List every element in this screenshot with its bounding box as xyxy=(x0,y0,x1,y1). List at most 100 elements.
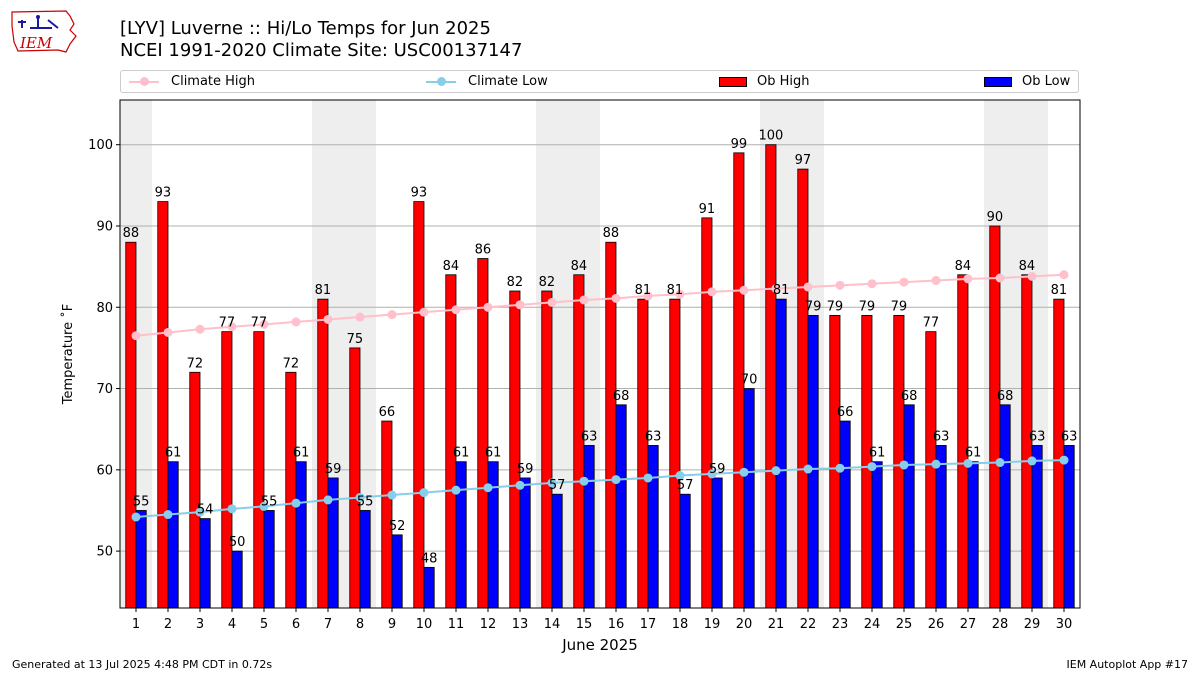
ob-low-bar xyxy=(519,477,531,609)
ob-high-value-label: 66 xyxy=(379,405,396,420)
ob-high-bar xyxy=(381,420,393,609)
ob-low-bar xyxy=(551,493,563,609)
climate-low-point xyxy=(611,475,621,485)
ob-high-value-label: 72 xyxy=(187,356,204,371)
ob-low-value-label: 61 xyxy=(485,446,502,461)
ob-high-bar xyxy=(285,371,297,609)
ob-high-value-label: 84 xyxy=(443,259,460,274)
ob-low-bar xyxy=(135,510,147,609)
ob-low-value-label: 61 xyxy=(453,446,470,461)
climate-high-point xyxy=(739,285,749,295)
ob-low-value-label: 79 xyxy=(805,299,822,314)
ob-low-value-label: 63 xyxy=(933,429,950,444)
ob-low-value-label: 61 xyxy=(293,446,310,461)
y-tick-label: 90 xyxy=(96,219,113,234)
climate-low-point xyxy=(323,495,333,505)
climate-low-point xyxy=(1059,455,1069,465)
climate-high-point xyxy=(931,275,941,285)
ob-low-value-label: 63 xyxy=(645,429,662,444)
ob-low-bar xyxy=(583,445,595,609)
ob-low-value-label: 68 xyxy=(997,389,1014,404)
ob-high-value-label: 79 xyxy=(827,299,844,314)
ob-low-bar xyxy=(1063,445,1075,609)
ob-low-bar xyxy=(455,461,467,609)
ob-low-bar xyxy=(359,510,371,609)
ob-low-bar xyxy=(839,420,851,609)
climate-low-point xyxy=(739,467,749,477)
climate-low-point xyxy=(387,490,397,500)
climate-low-line xyxy=(135,459,1065,518)
climate-high-point xyxy=(291,317,301,327)
ob-low-bar xyxy=(775,298,787,609)
climate-high-point xyxy=(163,327,173,337)
x-tick-label: 15 xyxy=(576,617,593,632)
ob-high-value-label: 81 xyxy=(315,283,332,298)
ob-high-value-label: 84 xyxy=(1019,259,1036,274)
climate-high-point xyxy=(835,280,845,290)
x-tick-label: 12 xyxy=(480,617,497,632)
ob-high-value-label: 86 xyxy=(475,242,492,257)
ob-low-value-label: 61 xyxy=(869,446,886,461)
x-tick-label: 17 xyxy=(640,617,657,632)
ob-high-swatch xyxy=(719,76,747,87)
ob-high-value-label: 81 xyxy=(1051,283,1068,298)
climate-low-point xyxy=(547,478,557,488)
ob-low-bar xyxy=(1031,445,1043,609)
ob-low-bar xyxy=(743,388,755,609)
ob-low-value-label: 63 xyxy=(1061,429,1078,444)
x-tick-label: 9 xyxy=(388,617,396,632)
legend-label-ob-low: Ob Low xyxy=(1022,74,1071,89)
climate-low-point xyxy=(899,460,909,470)
x-tick-label: 27 xyxy=(960,617,977,632)
ob-low-value-label: 50 xyxy=(229,535,246,550)
ob-high-value-label: 99 xyxy=(731,137,748,152)
x-tick-label: 4 xyxy=(228,617,236,632)
climate-high-point xyxy=(611,293,621,303)
climate-low-point xyxy=(227,504,237,514)
ob-high-bar xyxy=(125,241,137,609)
ob-high-bar xyxy=(957,274,969,609)
logo-text: IEM xyxy=(19,34,53,52)
ob-low-value-label: 66 xyxy=(837,405,854,420)
ob-low-value-label: 68 xyxy=(901,389,918,404)
x-tick-label: 2 xyxy=(164,617,172,632)
ob-low-value-label: 52 xyxy=(389,519,406,534)
y-tick-label: 100 xyxy=(88,138,113,153)
ob-low-value-label: 57 xyxy=(677,478,694,493)
ob-low-value-label: 59 xyxy=(517,462,534,477)
ob-high-value-label: 90 xyxy=(987,210,1004,225)
climate-low-line-swatch xyxy=(426,76,456,86)
x-tick-label: 21 xyxy=(768,617,785,632)
x-tick-label: 18 xyxy=(672,617,689,632)
climate-low-point xyxy=(579,476,589,486)
ob-low-bar xyxy=(935,445,947,609)
legend-item-ob-high: Ob High xyxy=(719,71,810,92)
ob-high-bar xyxy=(253,331,265,609)
climate-high-point xyxy=(1027,271,1037,281)
ob-low-bar xyxy=(903,404,915,609)
gridlines xyxy=(120,144,1080,552)
climate-low-point xyxy=(451,485,461,495)
climate-high-line xyxy=(135,273,1065,337)
ob-high-value-label: 97 xyxy=(795,153,812,168)
ob-high-value-label: 77 xyxy=(251,316,268,331)
x-tick-label: 14 xyxy=(544,617,561,632)
x-tick-label: 26 xyxy=(928,617,945,632)
legend-item-climate-high: Climate High xyxy=(129,71,255,92)
ob-high-value-label: 81 xyxy=(667,283,684,298)
ob-low-value-label: 63 xyxy=(581,429,598,444)
ob-high-value-label: 88 xyxy=(603,226,620,241)
climate-high-point xyxy=(899,277,909,287)
climate-high-point xyxy=(771,284,781,294)
climate-high-point xyxy=(515,300,525,310)
ob-low-bar xyxy=(679,493,691,609)
ob-low-value-label: 61 xyxy=(965,446,982,461)
climate-low-point xyxy=(835,463,845,473)
climate-high-point xyxy=(323,314,333,324)
climate-low-point xyxy=(131,512,141,522)
ob-high-bar xyxy=(829,314,841,609)
y-tick-label: 60 xyxy=(96,463,113,478)
ob-low-value-label: 68 xyxy=(613,389,630,404)
ob-high-bar xyxy=(189,371,201,609)
climate-high-point xyxy=(387,310,397,320)
